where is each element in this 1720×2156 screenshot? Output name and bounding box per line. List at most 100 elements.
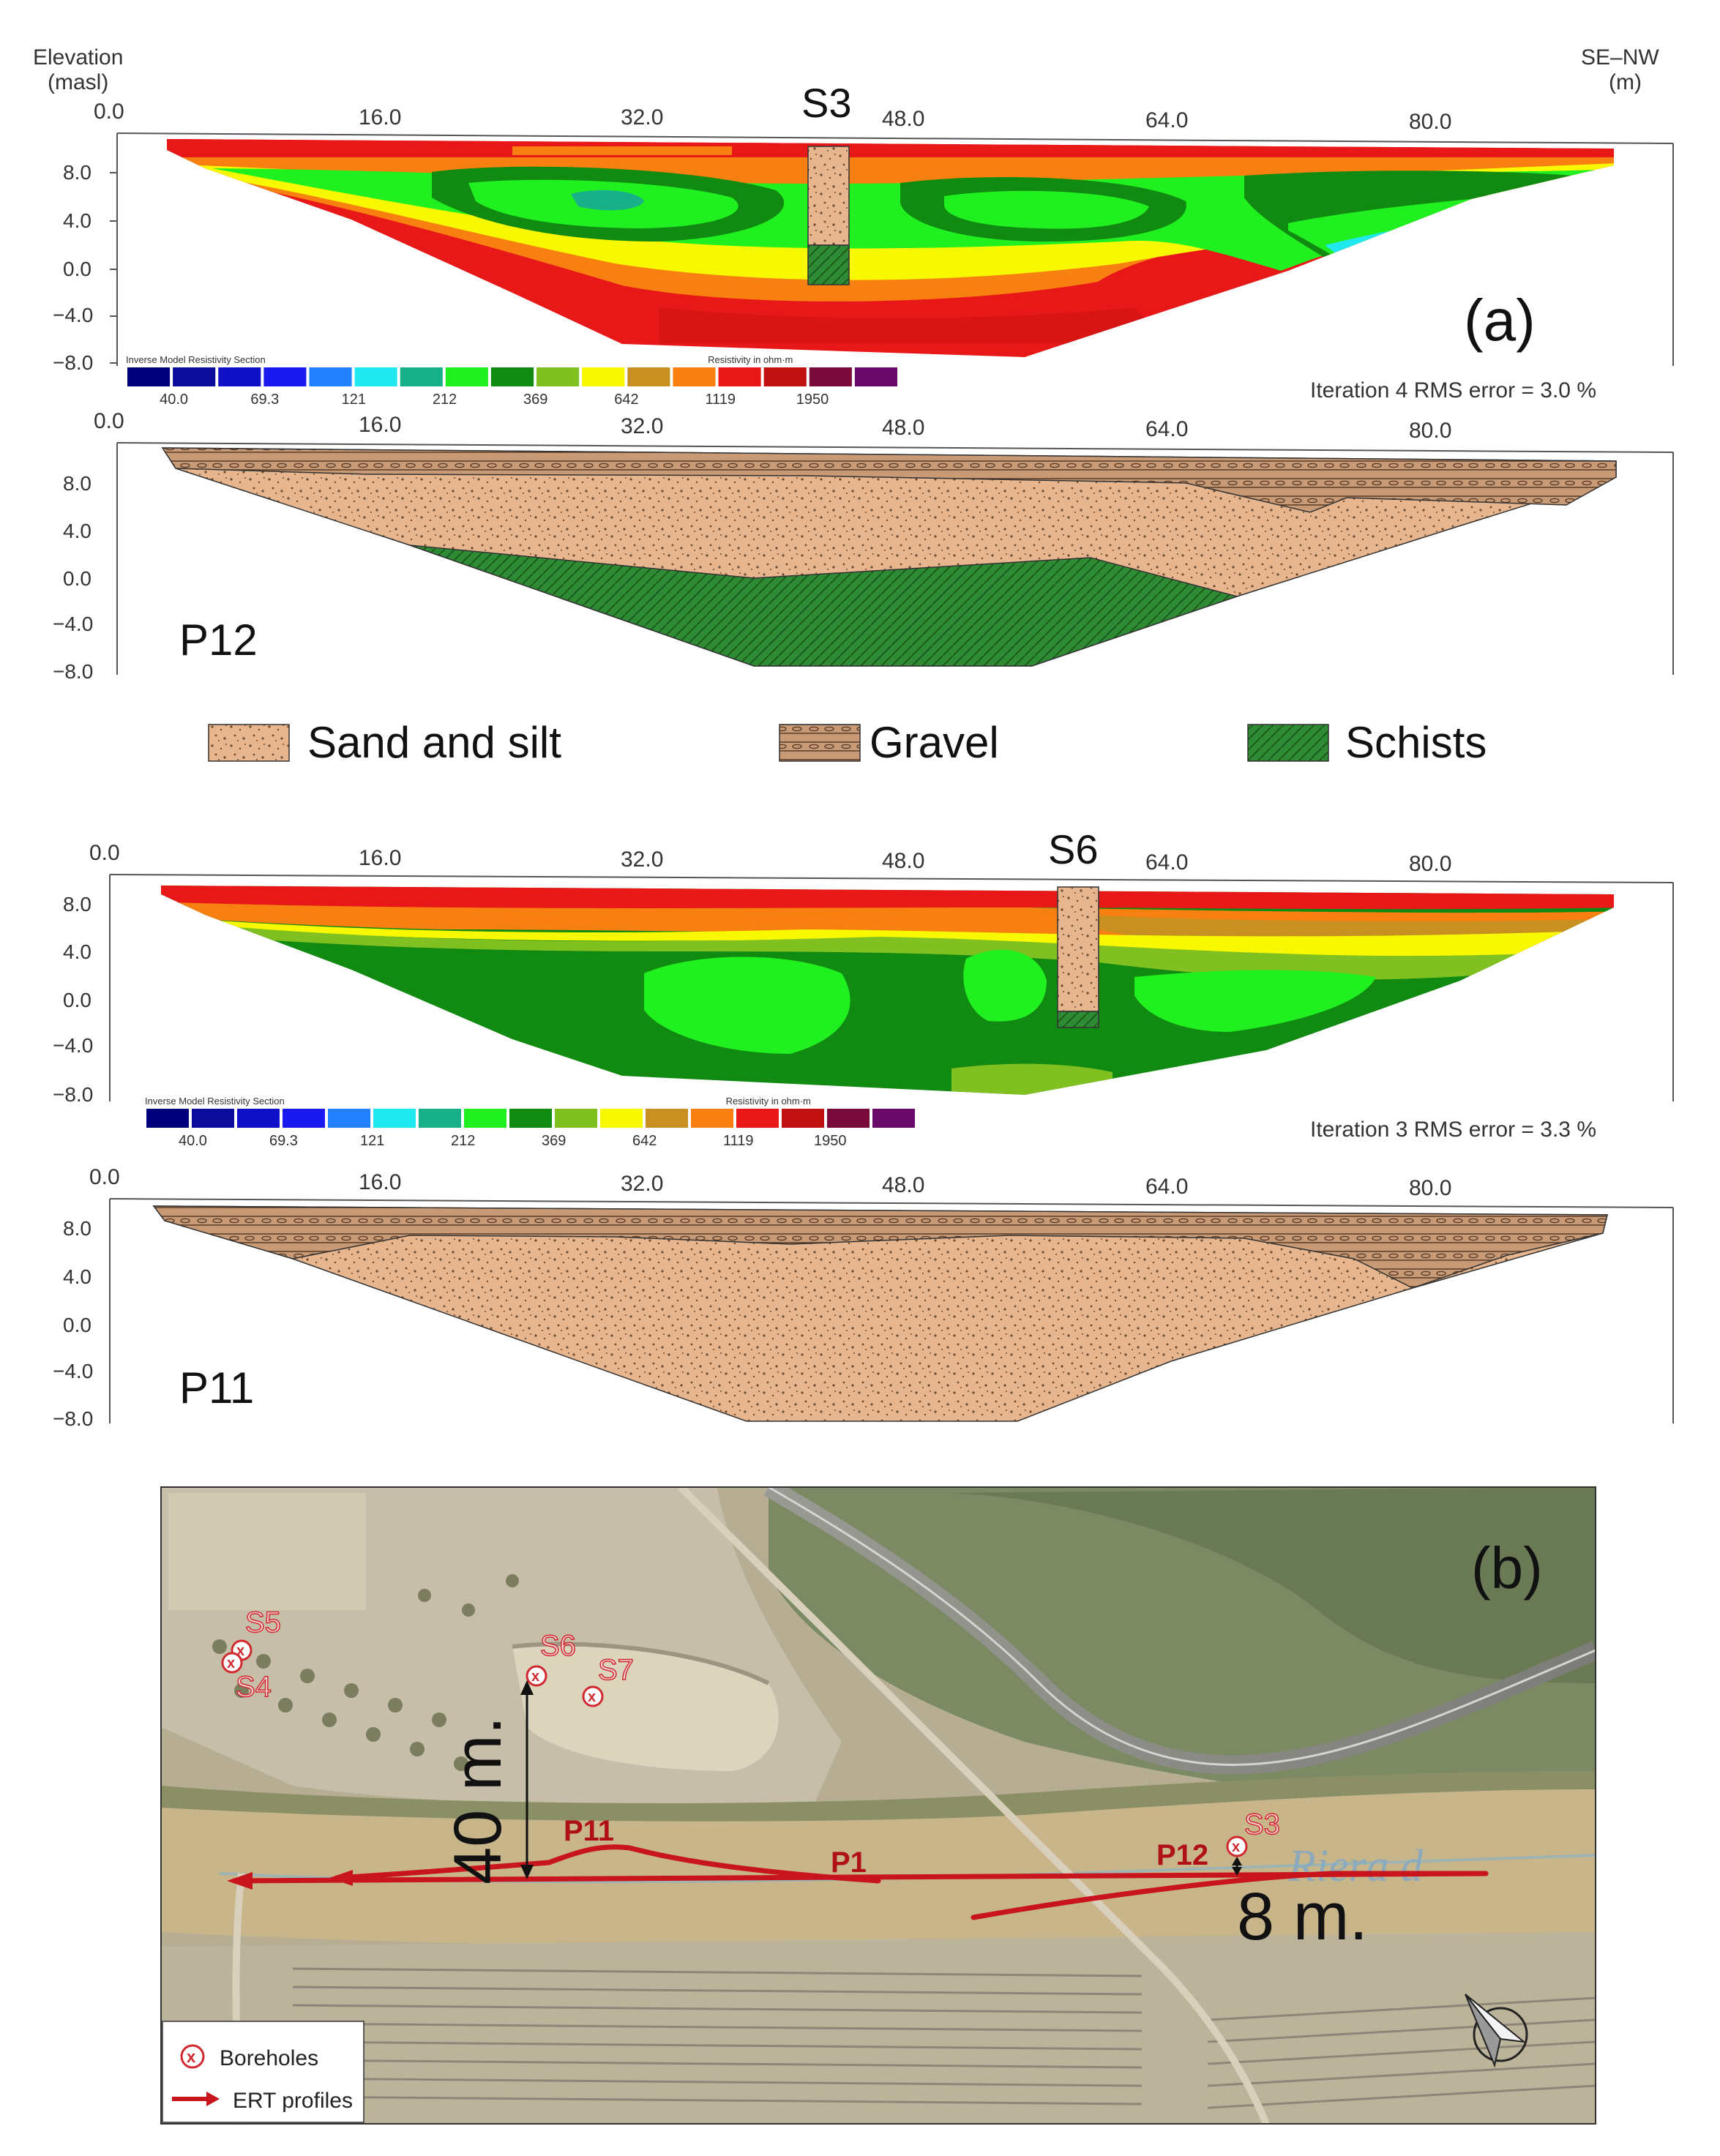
colorbar-swatch: [646, 1109, 688, 1128]
colorbar-swatch: [146, 1109, 189, 1128]
colorbar-swatch: [192, 1109, 234, 1128]
borehole-marker-s3: x S3: [1226, 1808, 1281, 1857]
x-tick: 80.0: [1409, 419, 1451, 443]
colorbar-swatch: [809, 367, 852, 386]
svg-text:x: x: [187, 2048, 196, 2066]
lithology-section-p11: 0.0 16.0 32.0 48.0 64.0 80.0 8.0 4.0 0.0…: [53, 1165, 1674, 1430]
colorbar-swatch: [673, 367, 716, 386]
x-tick: 48.0: [882, 849, 924, 873]
svg-text:Riera d: Riera d: [1287, 1841, 1424, 1891]
legend-ert-profiles: ERT profiles: [233, 2089, 353, 2113]
x-axis-title-line2: (m): [1609, 70, 1642, 94]
y-tick: −8.0: [53, 351, 93, 374]
y-axis-title-line1: Elevation: [33, 45, 123, 70]
colorbar-swatch: [555, 1109, 597, 1128]
y-tick: 0.0: [63, 989, 91, 1011]
colorbar-swatch: [782, 1109, 824, 1128]
colorbar-value-label: 1119: [723, 1133, 754, 1149]
borehole-marker-s5: x S5: [231, 1606, 282, 1661]
colorbar-swatch: [872, 1109, 915, 1128]
svg-text:x: x: [531, 1669, 539, 1685]
colorbar-swatch: [283, 1109, 325, 1128]
borehole-legend-icon: [180, 2044, 205, 2069]
borehole-s6-sand: [1057, 886, 1099, 1012]
panel-b-label: (b): [1471, 1535, 1543, 1601]
x-tick: 80.0: [1409, 852, 1451, 876]
borehole-map-label-s7: S7: [598, 1654, 634, 1686]
svg-text:x: x: [227, 1655, 235, 1672]
borehole-s3-schist: [807, 244, 850, 285]
iteration-text-2: Iteration 3 RMS error = 3.3 %: [1310, 1118, 1596, 1142]
y-tick: −8.0: [53, 660, 93, 683]
y-tick: 8.0: [63, 161, 91, 184]
profile-legend-arrow-icon: [206, 2092, 220, 2106]
colorbar-title-right: Resistivity in ohm·m: [726, 1096, 811, 1107]
colorbar-value-label: 69.3: [269, 1133, 298, 1149]
ert-section-2: 0.0 16.0 32.0 48.0 64.0 80.0 8.0 4.0 0.0…: [53, 826, 1674, 1142]
distance-label-8m: 8 m.: [1237, 1879, 1368, 1954]
y-tick: −4.0: [53, 613, 93, 635]
x-tick: 48.0: [882, 1173, 924, 1197]
y-tick: −4.0: [53, 304, 93, 326]
map-border: [160, 1486, 1596, 2125]
ert-section-1: 0.0 16.0 32.0 48.0 64.0 80.0 8.0 4.0 0.0…: [53, 80, 1674, 403]
x-tick: 16.0: [359, 1170, 401, 1194]
colorbar-swatch: [736, 1109, 779, 1128]
distance-label-40m: 40 m.: [441, 1716, 515, 1884]
x-tick: 16.0: [359, 105, 401, 130]
colorbar-value-label: 1119: [706, 392, 736, 408]
ert-profiles: [227, 1844, 1489, 1920]
map-label-p12: P12: [1156, 1839, 1208, 1871]
gravel-layer-p11: [152, 1205, 1608, 1289]
colorbar-swatch: [490, 367, 534, 386]
borehole-s6-schist: [1057, 1011, 1099, 1028]
borehole-map-label-s5: S5: [245, 1606, 281, 1639]
lithology-section-p12: 0.0 16.0 32.0 48.0 64.0 80.0 8.0 4.0 0.0…: [53, 409, 1674, 683]
y-tick: −8.0: [53, 1407, 93, 1430]
colorbar-value-label: 369: [523, 392, 547, 408]
colorbar-title-left: Inverse Model Resistivity Section: [145, 1096, 285, 1107]
boreholes: x S5 x S4 x S6 x S7 x S3: [221, 1606, 1281, 1857]
colorbar-swatch: [237, 1109, 280, 1128]
schist-layer-p12: [409, 544, 1239, 667]
colorbar-swatch: [328, 1109, 370, 1128]
colorbar-swatch: [763, 367, 807, 386]
borehole-marker-s4: x S4: [221, 1652, 272, 1704]
legend-boreholes: Boreholes: [220, 2046, 318, 2070]
x-tick: 48.0: [882, 107, 924, 131]
y-axis-title-line2: (masl): [48, 70, 108, 94]
y-tick: 0.0: [63, 567, 91, 590]
svg-text:x: x: [588, 1689, 596, 1705]
svg-text:x: x: [1232, 1839, 1240, 1855]
y-tick: 8.0: [63, 472, 91, 495]
x-tick: 80.0: [1409, 110, 1451, 134]
x-tick: 32.0: [621, 414, 663, 438]
colorbar-title-right: Resistivity in ohm·m: [708, 354, 793, 365]
borehole-map-label-s4: S4: [236, 1671, 272, 1703]
legend-label-sand: Sand and silt: [307, 718, 561, 767]
legend-label-gravel: Gravel: [870, 718, 999, 767]
colorbar-swatch: [464, 1109, 506, 1128]
profile-line-p11: [334, 1844, 881, 1884]
borehole-s3-sand: [807, 146, 850, 246]
profile-line-p12: [971, 1871, 1489, 1920]
distance-arrow-40m: [520, 1680, 534, 1879]
borehole-map-label-s3: S3: [1244, 1808, 1280, 1841]
profile-label-p12: P12: [179, 615, 258, 665]
x-tick: 16.0: [359, 413, 401, 437]
y-tick: 0.0: [63, 1314, 91, 1336]
colorbar-swatch: [309, 367, 352, 386]
colorbar-title-left: Inverse Model Resistivity Section: [126, 354, 266, 365]
y-tick: 0.0: [63, 258, 91, 280]
profile-label-p11: P11: [179, 1363, 254, 1412]
borehole-label-s6: S6: [1048, 826, 1099, 872]
profile-arrowhead-p1: [227, 1872, 253, 1890]
colorbar-value-label: 40.0: [179, 1133, 207, 1149]
colorbar-swatch: [354, 367, 397, 386]
map-label-p11: P11: [564, 1815, 614, 1847]
colorbar-swatch: [373, 1109, 416, 1128]
panel-a-label: (a): [1464, 288, 1536, 353]
colorbar-swatch: [509, 1109, 552, 1128]
map-label-p1: P1: [831, 1846, 867, 1879]
x-tick: 64.0: [1145, 1175, 1188, 1199]
